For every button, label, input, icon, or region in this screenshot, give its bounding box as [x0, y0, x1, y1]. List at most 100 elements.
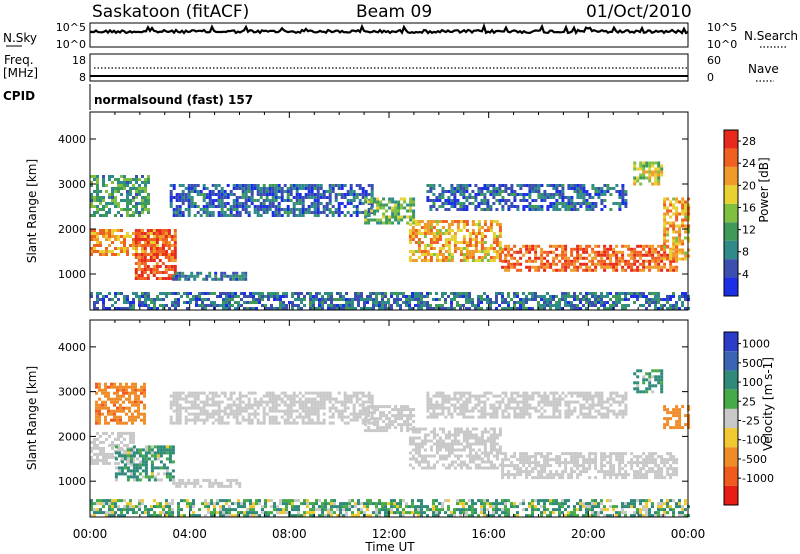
echo-cell	[117, 229, 120, 232]
echo-cell	[214, 193, 218, 196]
echo-cell	[152, 247, 156, 250]
echo-cell	[189, 292, 192, 295]
echo-cell	[226, 421, 230, 425]
echo-cell	[235, 271, 239, 275]
echo-cell	[132, 238, 135, 241]
echo-cell	[513, 464, 517, 468]
echo-cell	[307, 196, 311, 199]
echo-cell	[223, 391, 227, 395]
colorbar-swatch	[724, 203, 738, 223]
echo-cell	[138, 478, 142, 482]
echo-cell	[126, 247, 129, 250]
echo-cell	[153, 229, 156, 232]
echo-cell	[187, 412, 191, 416]
echo-cell	[268, 397, 272, 401]
echo-cell	[594, 298, 597, 301]
echo-cell	[552, 184, 556, 187]
echo-cell	[609, 458, 613, 462]
echo-cell	[579, 256, 583, 260]
echo-cell	[93, 190, 96, 193]
echo-cell	[615, 184, 619, 187]
echo-cell	[459, 397, 463, 401]
echo-cell	[498, 259, 502, 262]
echo-cell	[459, 412, 463, 416]
echo-cell	[129, 235, 132, 238]
echo-cell	[184, 196, 188, 199]
echo-cell	[438, 394, 442, 398]
echo-cell	[468, 442, 472, 446]
echo-cell	[588, 301, 591, 304]
echo-cell	[111, 190, 114, 193]
echo-cell	[96, 443, 99, 447]
echo-cell	[150, 301, 153, 304]
echo-cell	[216, 295, 219, 298]
echo-cell	[277, 214, 281, 217]
echo-cell	[146, 229, 150, 232]
echo-cell	[336, 292, 339, 295]
echo-cell	[474, 241, 478, 244]
echo-cell	[462, 223, 466, 226]
echo-cell	[519, 458, 523, 462]
echo-cell	[426, 463, 430, 467]
echo-cell	[90, 193, 93, 196]
echo-cell	[355, 415, 359, 419]
echo-cell	[507, 292, 510, 295]
echo-cell	[173, 235, 177, 238]
echo-cell	[507, 304, 510, 307]
echo-cell	[187, 211, 191, 214]
echo-cell	[173, 247, 177, 250]
echo-cell	[223, 196, 227, 199]
echo-cell	[226, 202, 230, 205]
echo-cell	[408, 295, 411, 298]
echo-cell	[420, 307, 423, 310]
echo-cell	[241, 271, 245, 275]
echo-cell	[316, 199, 320, 202]
echo-cell	[426, 307, 429, 310]
echo-cell	[510, 265, 514, 269]
echo-cell	[132, 211, 135, 214]
echo-cell	[522, 193, 526, 196]
echo-cell	[654, 295, 657, 298]
echo-cell	[132, 472, 136, 476]
echo-cell	[385, 221, 389, 225]
echo-cell	[600, 256, 604, 260]
echo-cell	[147, 202, 150, 205]
echo-cell	[675, 251, 679, 255]
echo-cell	[684, 200, 688, 204]
echo-cell	[334, 409, 338, 413]
echo-cell	[120, 448, 124, 452]
echo-cell	[134, 241, 138, 244]
echo-cell	[187, 202, 191, 205]
echo-cell	[480, 430, 484, 434]
echo-cell	[459, 307, 462, 310]
echo-cell	[471, 406, 475, 410]
echo-cell	[376, 405, 380, 409]
echo-cell	[450, 202, 454, 205]
echo-cell	[178, 403, 182, 407]
echo-cell	[612, 253, 616, 257]
echo-cell	[114, 253, 117, 256]
echo-cell	[582, 256, 586, 260]
echo-cell	[105, 232, 108, 235]
echo-cell	[253, 412, 257, 416]
echo-cell	[143, 415, 146, 419]
echo-cell	[331, 421, 335, 425]
echo-cell	[208, 190, 212, 193]
echo-cell	[370, 200, 374, 204]
echo-cell	[358, 403, 362, 407]
echo-cell	[256, 184, 260, 187]
echo-cell	[624, 304, 627, 307]
echo-cell	[175, 418, 179, 422]
echo-cell	[423, 466, 427, 470]
echo-cell	[666, 301, 669, 304]
echo-cell	[498, 193, 502, 196]
echo-cell	[564, 295, 567, 298]
echo-cell	[432, 241, 436, 244]
echo-cell	[178, 184, 182, 187]
nsky-trace	[89, 22, 689, 36]
echo-cell	[456, 433, 460, 437]
echo-cell	[561, 196, 565, 199]
echo-cell	[196, 211, 200, 214]
echo-cell	[459, 247, 463, 250]
echo-cell	[681, 304, 684, 307]
